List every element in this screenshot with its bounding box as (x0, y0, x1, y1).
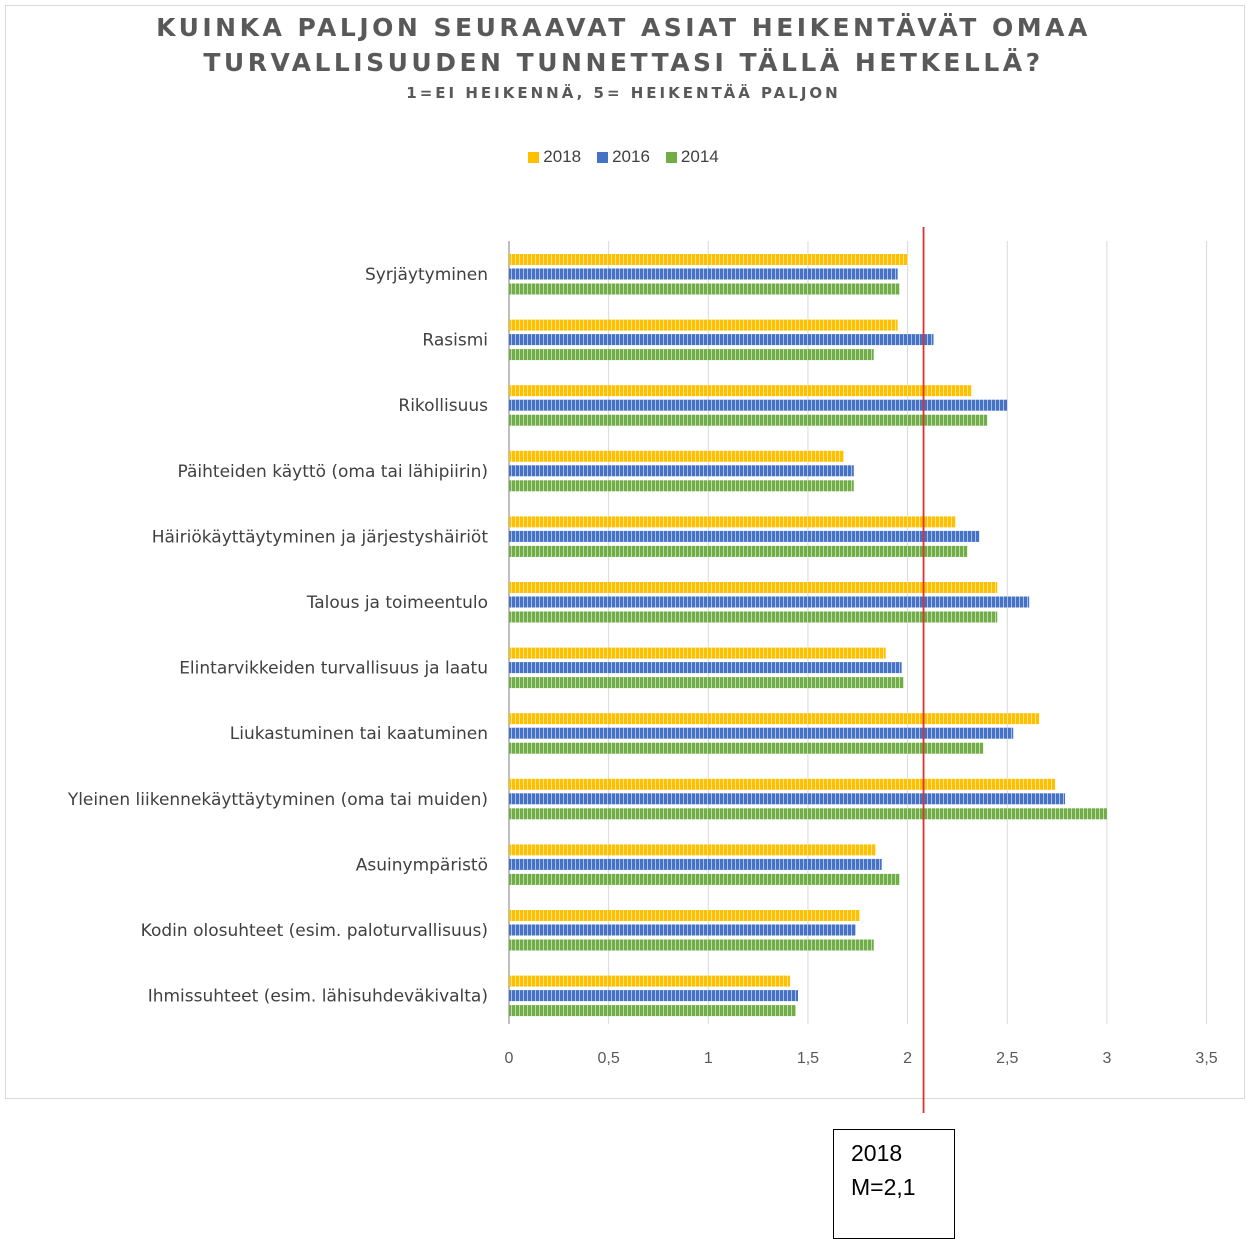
bar-2016 (509, 530, 980, 542)
bar-2016 (509, 268, 898, 280)
bar-2014 (509, 1005, 796, 1017)
bar-2014 (509, 480, 854, 492)
bar-2018 (509, 713, 1040, 725)
bar-2016 (509, 924, 856, 936)
bar-2014 (509, 349, 874, 361)
bar-2016 (509, 465, 854, 477)
bar-2014 (509, 611, 998, 623)
annotation-line-2: M=2,1 (851, 1174, 916, 1200)
bar-2018 (509, 778, 1056, 790)
x-tick-label: 2 (903, 1050, 912, 1067)
category-label: Syrjäytyminen (365, 265, 488, 285)
category-label: Yleinen liikennekäyttäytyminen (oma tai … (67, 790, 488, 810)
legend-item-2016: 2016 (597, 147, 650, 167)
chart-title-line-2: TURVALLISUUDEN TUNNETTASI TÄLLÄ HETKELLÄ… (203, 48, 1044, 77)
x-tick-label: 2,5 (996, 1050, 1018, 1067)
bar-2018 (509, 254, 908, 265)
legend-label-2014: 2014 (680, 147, 719, 166)
annotation-line-1: 2018 (851, 1140, 903, 1166)
category-label: Ihmissuhteet (esim. lähisuhdeväkivalta) (148, 987, 488, 1007)
bar-2018 (509, 319, 898, 331)
x-tick-label: 3 (1102, 1050, 1111, 1067)
bar-2014 (509, 677, 904, 689)
bar-2018 (509, 844, 876, 856)
gridlines (508, 241, 1208, 1024)
category-label: Talous ja toimeentulo (306, 593, 488, 613)
bar-2018 (509, 582, 998, 593)
legend-label-2018: 2018 (543, 147, 582, 166)
bar-2014 (509, 283, 900, 295)
category-label: Rikollisuus (398, 396, 488, 416)
bar-2014 (509, 808, 1107, 820)
legend-swatch-2018 (528, 151, 540, 163)
bar-2016 (509, 662, 902, 674)
bar-2018 (509, 385, 972, 397)
category-label: Liukastuminen tai kaatuminen (230, 724, 488, 744)
annotation-box: 2018 M=2,1 (833, 1129, 955, 1239)
x-tick-label: 0 (505, 1050, 514, 1067)
bar-2018 (509, 910, 860, 921)
bar-2016 (509, 399, 1008, 411)
x-tick-labels: 0 0,5 1 1,5 2 2,5 3 3,5 (505, 1050, 1218, 1067)
category-label: Elintarvikkeiden turvallisuus ja laatu (179, 659, 488, 679)
bar-2016 (509, 596, 1030, 608)
bar-2014 (509, 414, 988, 426)
chart-subtitle: 1=EI HEIKENNÄ, 5= HEIKENTÄÄ PALJON (406, 84, 841, 102)
category-label: Rasismi (422, 331, 488, 351)
bar-2018 (509, 516, 956, 528)
chart-title-line-1: KUINKA PALJON SEURAAVAT ASIAT HEIKENTÄVÄ… (156, 13, 1091, 42)
bar-2018 (509, 647, 886, 659)
x-tick-label: 1,5 (797, 1050, 819, 1067)
bar-2016 (509, 334, 934, 346)
category-label: Asuinympäristö (356, 855, 488, 875)
bar-2014 (509, 742, 984, 754)
category-label: Kodin olosuhteet (esim. paloturvallisuus… (141, 921, 488, 941)
bar-2016 (509, 793, 1066, 805)
bars (509, 254, 1107, 1017)
bar-2014 (509, 545, 968, 557)
bar-2016 (509, 727, 1014, 739)
x-tick-label: 1 (704, 1050, 713, 1067)
bar-2018 (509, 975, 791, 987)
legend-swatch-2014 (665, 151, 677, 163)
legend-swatch-2016 (597, 151, 609, 163)
bar-2016 (509, 858, 882, 870)
bar-2014 (509, 939, 874, 951)
category-labels: Syrjäytyminen Rasismi Rikollisuus Päihteide… (67, 265, 489, 1007)
category-label: Häiriökäyttäytyminen ja järjestyshäiriöt (152, 527, 489, 547)
x-tick-label: 3,5 (1195, 1050, 1217, 1067)
bar-2018 (509, 450, 844, 462)
bar-2014 (509, 873, 900, 885)
chart-legend: 2018 2016 2014 (0, 147, 1247, 167)
bar-2016 (509, 990, 798, 1002)
category-label: Päihteiden käyttö (oma tai lähipiirin) (178, 462, 488, 482)
legend-item-2018: 2018 (528, 147, 581, 167)
x-tick-label: 0,5 (598, 1050, 620, 1067)
legend-item-2014: 2014 (665, 147, 719, 167)
legend-label-2016: 2016 (612, 147, 650, 166)
